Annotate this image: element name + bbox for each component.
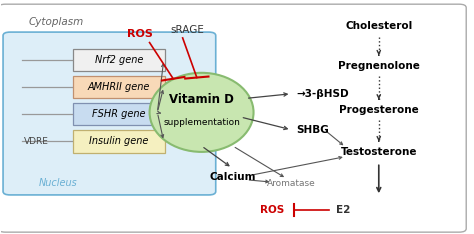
Text: Aromatase: Aromatase (267, 179, 316, 188)
Text: AMHRII gene: AMHRII gene (88, 82, 150, 92)
Text: SHBG: SHBG (296, 125, 329, 135)
FancyBboxPatch shape (73, 103, 165, 125)
Text: VDRE: VDRE (24, 137, 48, 146)
Text: Pregnenolone: Pregnenolone (338, 61, 419, 71)
Text: →3-βHSD: →3-βHSD (296, 89, 349, 99)
FancyBboxPatch shape (3, 32, 216, 195)
Text: Calcium: Calcium (209, 172, 255, 183)
Text: Nrf2 gene: Nrf2 gene (95, 55, 143, 65)
Text: Testosterone: Testosterone (340, 147, 417, 157)
Text: Cytoplasm: Cytoplasm (29, 17, 84, 27)
Text: ROS: ROS (127, 29, 153, 39)
Text: supplementation: supplementation (163, 118, 240, 127)
Ellipse shape (150, 73, 254, 152)
Text: FSHR gene: FSHR gene (92, 109, 146, 119)
Text: Vitamin D: Vitamin D (169, 93, 234, 106)
FancyBboxPatch shape (73, 76, 165, 98)
Text: Nucleus: Nucleus (38, 178, 77, 188)
FancyBboxPatch shape (73, 49, 165, 71)
Text: ROS: ROS (260, 205, 284, 215)
Text: sRAGE: sRAGE (171, 25, 204, 35)
Text: Cholesterol: Cholesterol (345, 21, 412, 31)
FancyBboxPatch shape (0, 4, 466, 232)
Text: E2: E2 (336, 205, 351, 215)
FancyBboxPatch shape (73, 130, 165, 153)
Text: Progesterone: Progesterone (339, 105, 419, 115)
Text: Insulin gene: Insulin gene (89, 136, 148, 146)
